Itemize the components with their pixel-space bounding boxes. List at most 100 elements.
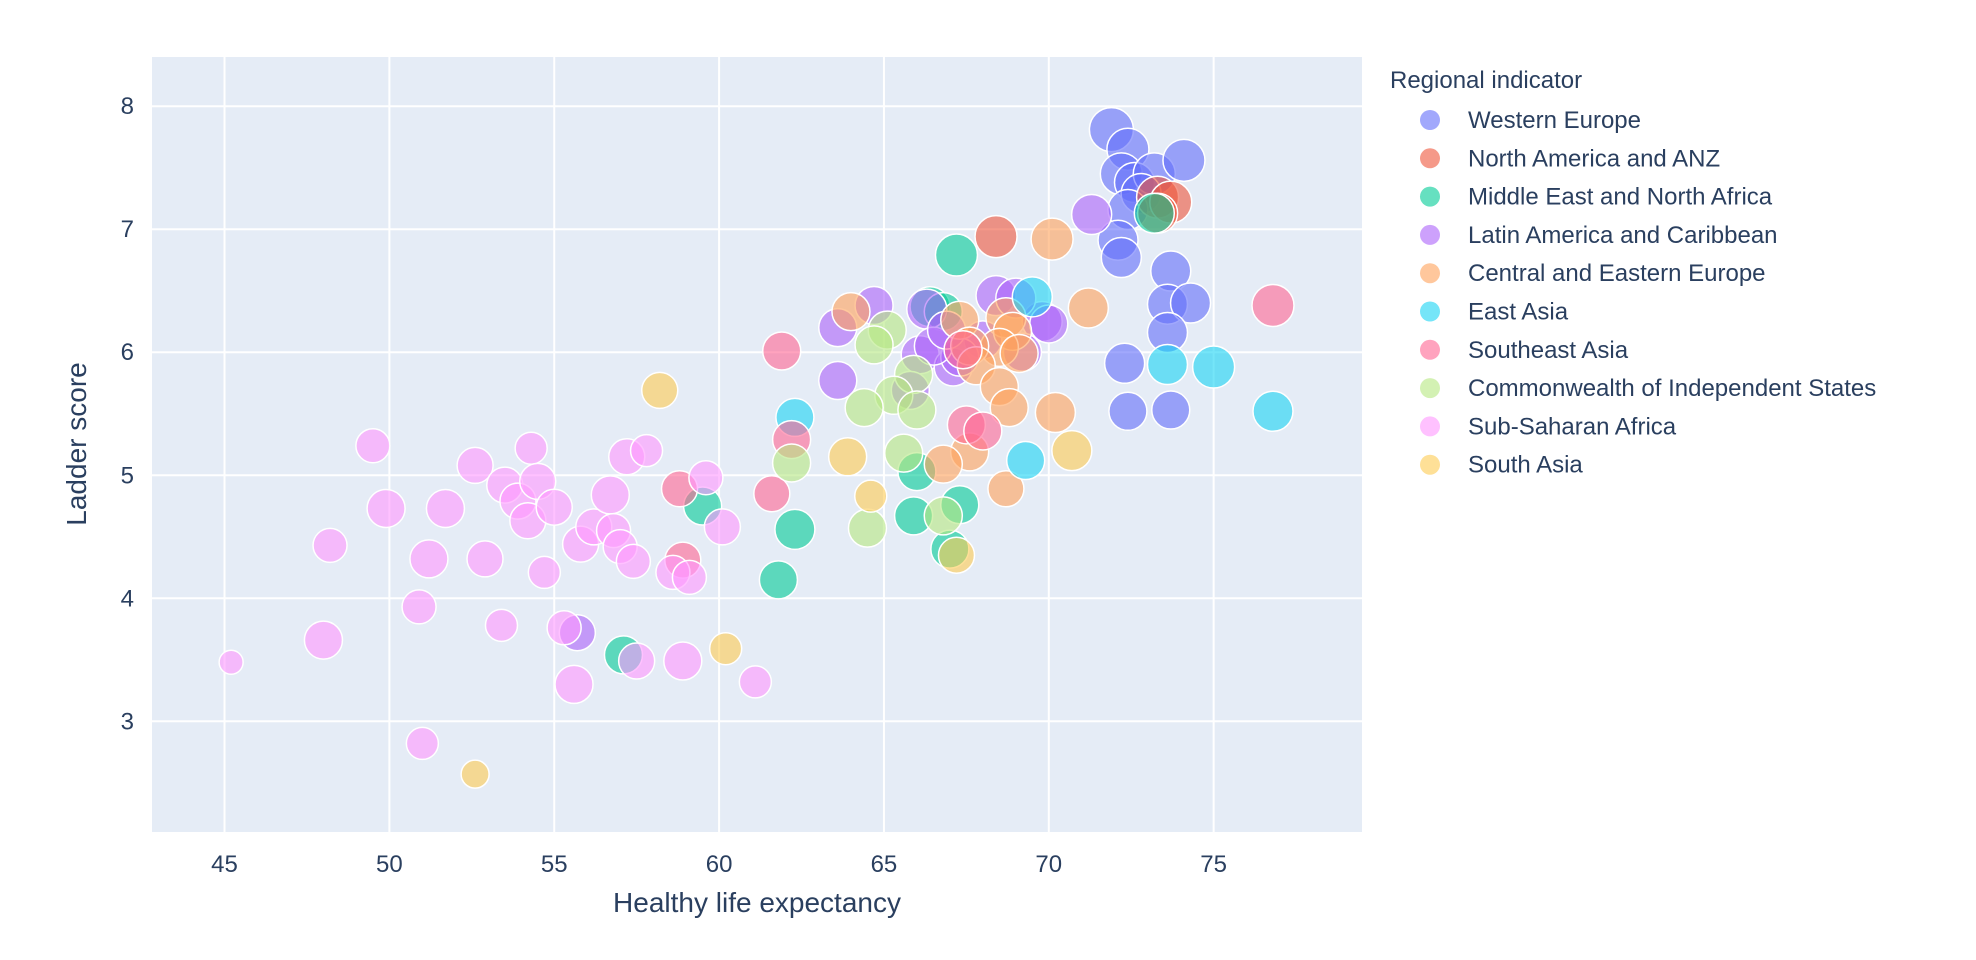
data-point[interactable] <box>425 488 466 529</box>
data-point[interactable] <box>629 433 664 468</box>
data-point[interactable] <box>703 508 742 546</box>
data-point[interactable] <box>546 610 582 646</box>
legend-item[interactable]: East Asia <box>1420 299 1569 326</box>
data-point[interactable] <box>708 631 743 666</box>
data-point[interactable] <box>738 665 773 699</box>
data-point[interactable] <box>615 543 652 580</box>
data-point[interactable] <box>535 488 573 526</box>
data-point[interactable] <box>1162 138 1206 183</box>
legend-label: Commonwealth of Independent States <box>1468 375 1876 402</box>
data-point[interactable] <box>409 539 449 579</box>
legend-label: Southeast Asia <box>1468 337 1629 364</box>
legend-label: Sub-Saharan Africa <box>1468 413 1677 440</box>
data-point[interactable] <box>460 759 490 789</box>
legend-marker <box>1420 301 1440 322</box>
data-point[interactable] <box>1146 343 1189 386</box>
legend-item[interactable]: Middle East and North Africa <box>1420 184 1773 211</box>
legend-item[interactable]: Sub-Saharan Africa <box>1420 413 1677 440</box>
data-point[interactable] <box>527 555 562 590</box>
data-point[interactable] <box>923 444 964 484</box>
data-point[interactable] <box>466 540 504 578</box>
data-point[interactable] <box>989 387 1029 428</box>
data-point[interactable] <box>999 333 1039 374</box>
legend-item[interactable]: South Asia <box>1420 452 1583 479</box>
data-point[interactable] <box>590 475 631 515</box>
data-point[interactable] <box>897 390 937 430</box>
legend-item[interactable]: Commonwealth of Independent States <box>1420 375 1876 402</box>
data-point[interactable] <box>1100 236 1143 279</box>
data-point[interactable] <box>844 387 884 428</box>
data-point[interactable] <box>663 641 703 681</box>
data-point[interactable] <box>303 620 344 660</box>
legend-item[interactable]: Latin America and Caribbean <box>1420 222 1778 249</box>
data-point[interactable] <box>1151 390 1191 430</box>
data-point[interactable] <box>1030 217 1074 261</box>
data-point[interactable] <box>753 474 791 513</box>
data-point[interactable] <box>853 479 888 513</box>
data-point[interactable] <box>761 331 802 371</box>
data-point[interactable] <box>218 649 244 675</box>
x-tick-label: 45 <box>211 851 238 878</box>
data-point[interactable] <box>937 536 976 574</box>
data-point[interactable] <box>1169 282 1212 324</box>
data-point[interactable] <box>355 427 391 464</box>
data-point[interactable] <box>923 496 964 536</box>
legend-marker <box>1420 110 1440 130</box>
data-point[interactable] <box>1034 391 1077 434</box>
data-point[interactable] <box>1005 440 1046 481</box>
data-point[interactable] <box>774 508 816 551</box>
legend-item[interactable]: Central and Eastern Europe <box>1420 260 1766 287</box>
data-point[interactable] <box>401 589 437 625</box>
series-south-asia <box>460 371 1093 789</box>
x-tick-label: 60 <box>706 851 733 878</box>
data-point[interactable] <box>688 459 724 496</box>
data-point[interactable] <box>831 291 871 332</box>
data-point[interactable] <box>554 664 594 705</box>
series-commonwealth-of-independent-states <box>771 310 964 548</box>
data-point[interactable] <box>514 431 548 465</box>
legend-marker <box>1420 454 1440 475</box>
data-point[interactable] <box>456 446 494 485</box>
x-tick-label: 55 <box>541 851 568 878</box>
legend-items: Western Europe North America and ANZ Middl… <box>1420 107 1876 479</box>
data-points <box>218 106 1295 789</box>
data-point[interactable] <box>974 214 1018 259</box>
data-point[interactable] <box>1252 390 1294 433</box>
data-point[interactable] <box>963 411 1003 451</box>
data-point[interactable] <box>312 527 348 564</box>
legend-label: Central and Eastern Europe <box>1468 260 1766 287</box>
data-point[interactable] <box>1191 345 1236 389</box>
data-point[interactable] <box>1067 287 1110 329</box>
legend-marker <box>1420 339 1440 360</box>
data-point[interactable] <box>847 508 888 548</box>
data-point[interactable] <box>405 726 440 761</box>
legend-marker <box>1420 148 1440 169</box>
data-point[interactable] <box>883 433 924 473</box>
data-point[interactable] <box>934 233 979 277</box>
data-point[interactable] <box>484 608 519 643</box>
y-tick-label: 8 <box>121 93 134 120</box>
data-point[interactable] <box>366 488 406 529</box>
data-point[interactable] <box>617 642 656 680</box>
data-point[interactable] <box>827 437 868 477</box>
data-point[interactable] <box>1108 391 1148 432</box>
data-point[interactable] <box>1103 342 1146 385</box>
legend-item[interactable]: North America and ANZ <box>1420 145 1720 172</box>
data-point[interactable] <box>1133 192 1176 234</box>
data-point[interactable] <box>1051 429 1093 472</box>
data-point[interactable] <box>671 559 708 596</box>
data-point[interactable] <box>1011 276 1054 318</box>
data-point[interactable] <box>771 443 812 483</box>
data-point[interactable] <box>943 330 983 370</box>
legend-marker <box>1420 186 1440 207</box>
data-point[interactable] <box>640 371 679 410</box>
data-point[interactable] <box>818 360 858 401</box>
data-point[interactable] <box>1251 283 1295 328</box>
data-point[interactable] <box>854 325 894 365</box>
data-point[interactable] <box>758 560 799 600</box>
legend-item[interactable]: Western Europe <box>1420 107 1641 134</box>
data-point[interactable] <box>1070 193 1113 236</box>
legend-marker <box>1420 416 1440 437</box>
legend-item[interactable]: Southeast Asia <box>1420 337 1629 364</box>
data-point[interactable] <box>987 470 1025 508</box>
